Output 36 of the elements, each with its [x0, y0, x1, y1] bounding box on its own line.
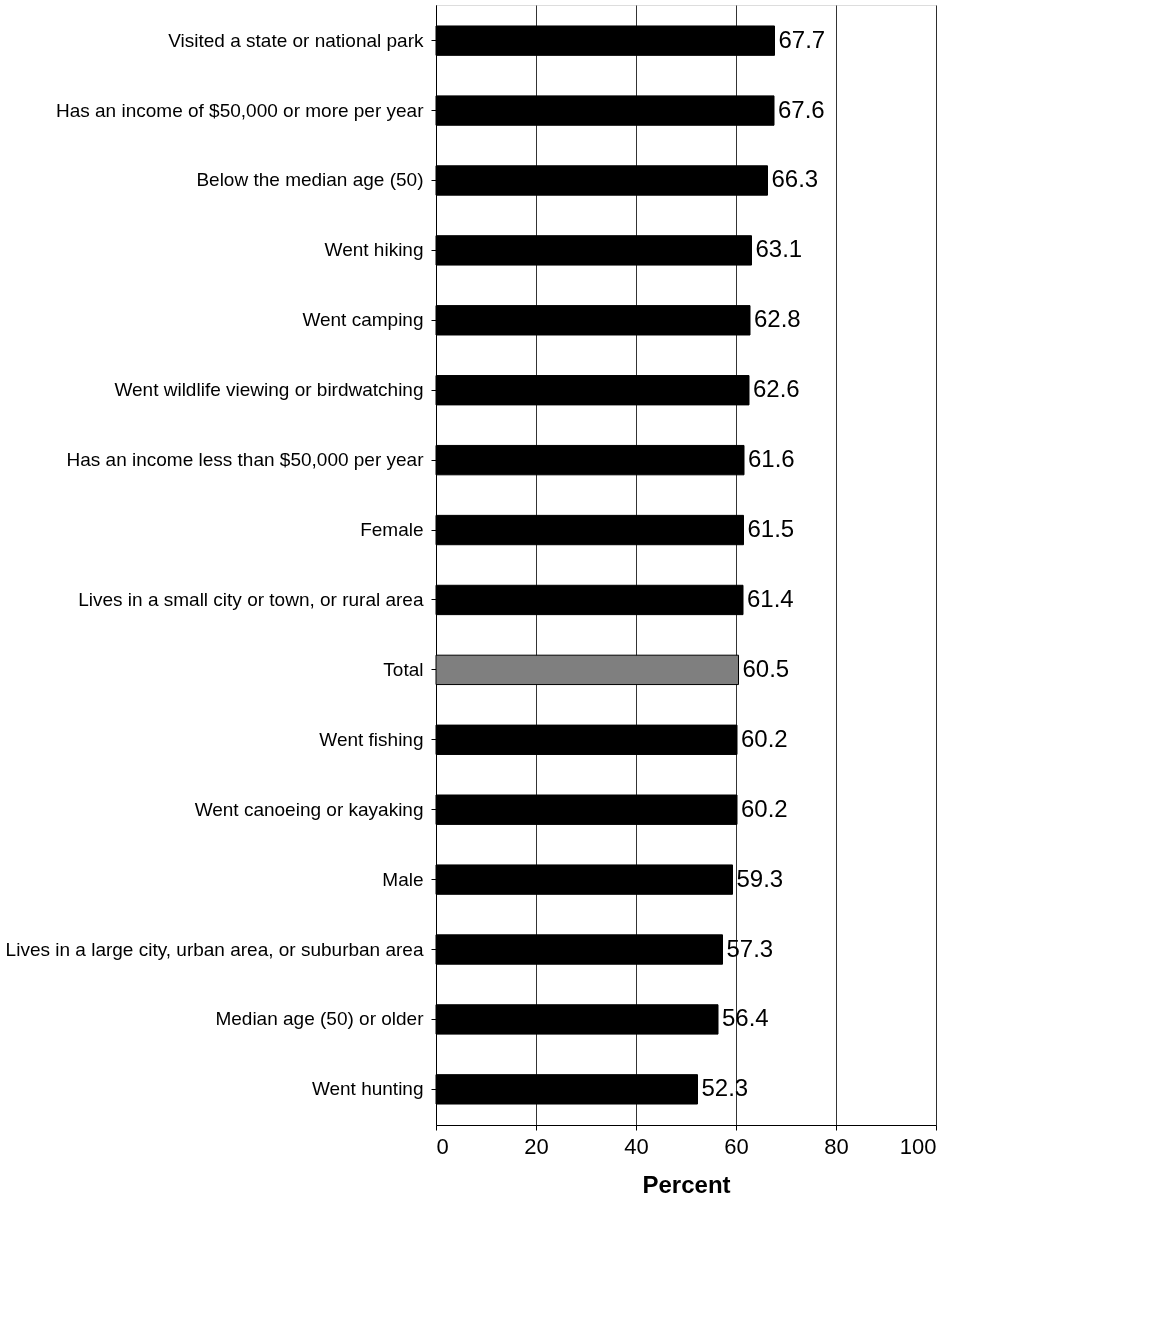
y-tick-label: Lives in a large city, urban area, or suburban area [5, 938, 424, 960]
data-label: 62.8 [754, 305, 801, 333]
y-tick-label: Total [383, 658, 424, 680]
y-tick-label: Visited a state or national park [168, 29, 424, 51]
y-tick-label: Has an income of $50,000 or more per year [55, 99, 425, 121]
data-label: 67.7 [778, 25, 826, 53]
y-tick-label: Went fishing [319, 728, 424, 750]
y-tick-label: Has an income less than $50,000 per year [66, 449, 425, 471]
y-tick-label: Went hunting [311, 1078, 424, 1100]
y-tick-label: Went wildlife viewing or birdwatching [114, 379, 424, 401]
y-tick-label: Went camping [302, 309, 424, 331]
data-label: 61.5 [747, 515, 795, 543]
x-tick-label: 80 [824, 1133, 849, 1159]
data-label: 60.5 [742, 654, 790, 682]
y-tick-label: Went hiking [324, 239, 424, 261]
y-tick-label: Lives in a small city or town, or rural area [78, 588, 424, 610]
data-label: 63.1 [755, 235, 803, 263]
data-label: 59.3 [736, 864, 784, 892]
y-tick-label: Median age (50) or older [215, 1008, 425, 1030]
x-tick-label: 0 [436, 1133, 449, 1159]
x-tick-label: 40 [624, 1133, 649, 1159]
y-tick-label: Below the median age (50) [196, 169, 424, 191]
x-tick-label: 60 [724, 1133, 749, 1159]
data-label: 61.4 [747, 584, 794, 612]
x-tick-label: 100 [899, 1133, 937, 1159]
x-tick-label: 20 [524, 1133, 549, 1159]
data-label: 61.6 [748, 445, 795, 473]
data-label: 60.2 [741, 794, 788, 822]
data-label: 60.2 [741, 724, 788, 752]
data-label: 66.3 [771, 165, 819, 193]
y-tick-label: Female [360, 519, 424, 541]
y-tick-label: Male [382, 868, 424, 890]
data-label: 62.6 [753, 375, 800, 403]
y-tick-label: Went canoeing or kayaking [194, 798, 424, 820]
x-axis-title: Percent [642, 1170, 731, 1198]
data-label: 67.6 [778, 95, 825, 123]
